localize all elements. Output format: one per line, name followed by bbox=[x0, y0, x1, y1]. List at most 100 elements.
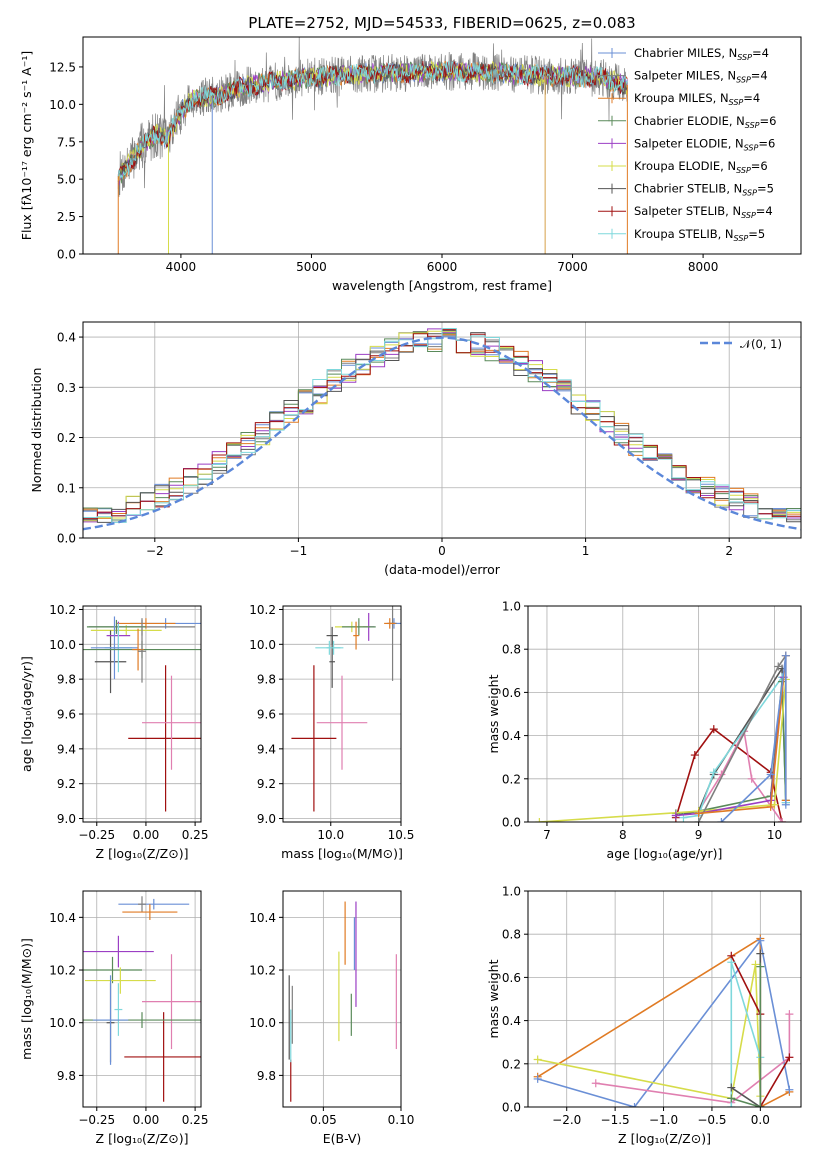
y-tick-label: 10.0 bbox=[49, 98, 76, 112]
weight-marker bbox=[727, 1103, 736, 1107]
x-tick-label: −1 bbox=[290, 544, 308, 558]
y-tick-label: 10.2 bbox=[49, 964, 76, 978]
errorbar-point bbox=[138, 896, 146, 913]
y-axis-label: mass [log₁₀(M/M⊙)] bbox=[19, 938, 34, 1060]
normal-curve bbox=[83, 336, 801, 531]
weight-series bbox=[727, 962, 765, 1107]
weight-marker bbox=[747, 774, 756, 783]
legend-entry: Chabrier STELIB, NSSP=5 bbox=[634, 182, 774, 198]
legend-subscript: SSP bbox=[741, 211, 756, 220]
weight-marker bbox=[785, 1085, 794, 1094]
legend-label: Kroupa ELODIE, N bbox=[634, 159, 736, 173]
y-tick-label: 0.2 bbox=[502, 1057, 521, 1071]
y-axis-label: Normed distribution bbox=[29, 368, 44, 493]
weight-marker bbox=[671, 811, 680, 820]
axes-frame bbox=[82, 605, 202, 823]
y-tick-label: 0.4 bbox=[502, 1014, 521, 1028]
weight-marker bbox=[774, 662, 783, 671]
y-tick-label: 10.0 bbox=[249, 638, 276, 652]
mass-vs-ebv-y-ticks: 9.8 10.0 10.2 10.4 bbox=[249, 911, 401, 1083]
errorbar-point bbox=[316, 675, 368, 770]
weight-marker bbox=[756, 936, 765, 945]
x-tick-label: −1.5 bbox=[601, 1113, 630, 1127]
errorbar-point bbox=[138, 619, 146, 683]
panel-weight-vs-Z: −2.0 −1.5 −1.0 −0.5 0.0 0.0 0.2 0.4 0.6 0.8 1.0 Z [… bbox=[486, 885, 802, 1146]
spectrum-y-ticks: 0.0 2.5 5.0 7.5 10.0 12.5 bbox=[49, 60, 83, 262]
y-tick-label: 0.8 bbox=[502, 928, 521, 942]
y-axis-label: age [log₁₀(age/yr)] bbox=[19, 656, 34, 772]
legend-entry: 𝒩(0, 1) bbox=[740, 337, 782, 351]
y-tick-label: 10.0 bbox=[49, 638, 76, 652]
y-tick-label: 10.2 bbox=[249, 964, 276, 978]
y-tick-label: 2.5 bbox=[57, 210, 76, 224]
weight-line bbox=[697, 655, 787, 822]
legend-subscript: SSP bbox=[745, 121, 760, 130]
weight-marker bbox=[709, 768, 718, 777]
errorbar-point bbox=[92, 975, 129, 1065]
y-tick-label: 1.0 bbox=[502, 600, 521, 614]
errorbar-point bbox=[84, 967, 156, 994]
errorbar-point bbox=[122, 904, 178, 920]
y-tick-label: 10.2 bbox=[49, 603, 76, 617]
legend-count: =4 bbox=[752, 46, 769, 60]
weight-marker bbox=[756, 962, 765, 971]
weight-marker bbox=[533, 1074, 542, 1083]
errorbar-point bbox=[90, 616, 139, 680]
x-tick-label: 10.5 bbox=[388, 828, 415, 842]
x-tick-label: −2 bbox=[146, 544, 164, 558]
legend-label: Salpeter STELIB, N bbox=[634, 204, 741, 218]
weight-marker bbox=[766, 802, 775, 811]
x-tick-label: 4000 bbox=[166, 260, 197, 274]
legend-count: =6 bbox=[760, 114, 777, 128]
weight-marker bbox=[781, 651, 790, 660]
legend-label: Chabrier ELODIE, N bbox=[634, 114, 745, 128]
weight-marker bbox=[766, 770, 775, 779]
axes-frame bbox=[527, 605, 802, 823]
weight-marker bbox=[727, 1094, 736, 1103]
mass-vs-Z-x-ticks: −0.25 0.00 0.25 bbox=[78, 891, 208, 1127]
y-tick-label: 0.1 bbox=[57, 481, 76, 495]
errorbar-point bbox=[114, 983, 123, 1036]
age-vs-Z-y-ticks: 9.0 9.2 9.4 9.6 9.8 10.0 10.2 bbox=[49, 603, 201, 826]
weight-vs-age-plot bbox=[535, 651, 790, 822]
x-tick-label: 7000 bbox=[557, 260, 588, 274]
legend-label: Kroupa STELIB, N bbox=[634, 227, 734, 241]
legend-subscript: SSP bbox=[734, 234, 749, 243]
axes-frame bbox=[82, 890, 202, 1108]
chart-title: PLATE=2752, MJD=54533, FIBERID=0625, z=0… bbox=[248, 14, 635, 32]
x-axis-label: (data-model)/error bbox=[384, 562, 501, 577]
errorbar-point bbox=[315, 640, 344, 655]
legend-subscript: SSP bbox=[729, 98, 744, 107]
x-tick-label: −0.25 bbox=[78, 828, 115, 842]
weight-marker bbox=[727, 1083, 736, 1092]
x-tick-label: −1.0 bbox=[649, 1113, 678, 1127]
legend-label: Chabrier MILES, N bbox=[634, 46, 737, 60]
age-vs-Z-plot bbox=[83, 616, 201, 812]
y-tick-label: 9.0 bbox=[57, 812, 76, 826]
y-tick-label: 7.5 bbox=[57, 135, 76, 149]
x-tick-label: 0.05 bbox=[310, 1113, 337, 1127]
errorbar-point bbox=[142, 675, 201, 770]
y-tick-label: 0.0 bbox=[57, 532, 76, 546]
weight-marker bbox=[778, 818, 787, 822]
legend-subscript: SSP bbox=[736, 166, 751, 175]
x-tick-label: 0.25 bbox=[182, 1113, 209, 1127]
y-tick-label: 0.0 bbox=[57, 248, 76, 262]
x-tick-label: 9 bbox=[695, 828, 703, 842]
weight-marker bbox=[785, 1053, 794, 1062]
x-tick-label: 0.10 bbox=[388, 1113, 415, 1127]
weight-series bbox=[717, 651, 790, 822]
panel-mass-vs-Z: −0.25 0.00 0.25 9.8 10.0 10.2 10.4 Z [log₁₀(Z/Z… bbox=[19, 890, 208, 1146]
y-tick-label: 10.0 bbox=[249, 1016, 276, 1030]
y-tick-label: 0.8 bbox=[502, 643, 521, 657]
legend-count: =5 bbox=[748, 227, 765, 241]
weight-line bbox=[731, 966, 762, 1107]
legend-subscript: SSP bbox=[737, 53, 752, 62]
mass-vs-ebv-x-ticks: 0.05 0.10 bbox=[310, 891, 414, 1127]
model-spectrum-line bbox=[117, 60, 628, 180]
weight-marker bbox=[591, 1079, 600, 1088]
x-tick-label: 0.00 bbox=[133, 828, 160, 842]
legend-subscript: SSP bbox=[744, 143, 759, 152]
x-tick-label: 5000 bbox=[296, 260, 327, 274]
